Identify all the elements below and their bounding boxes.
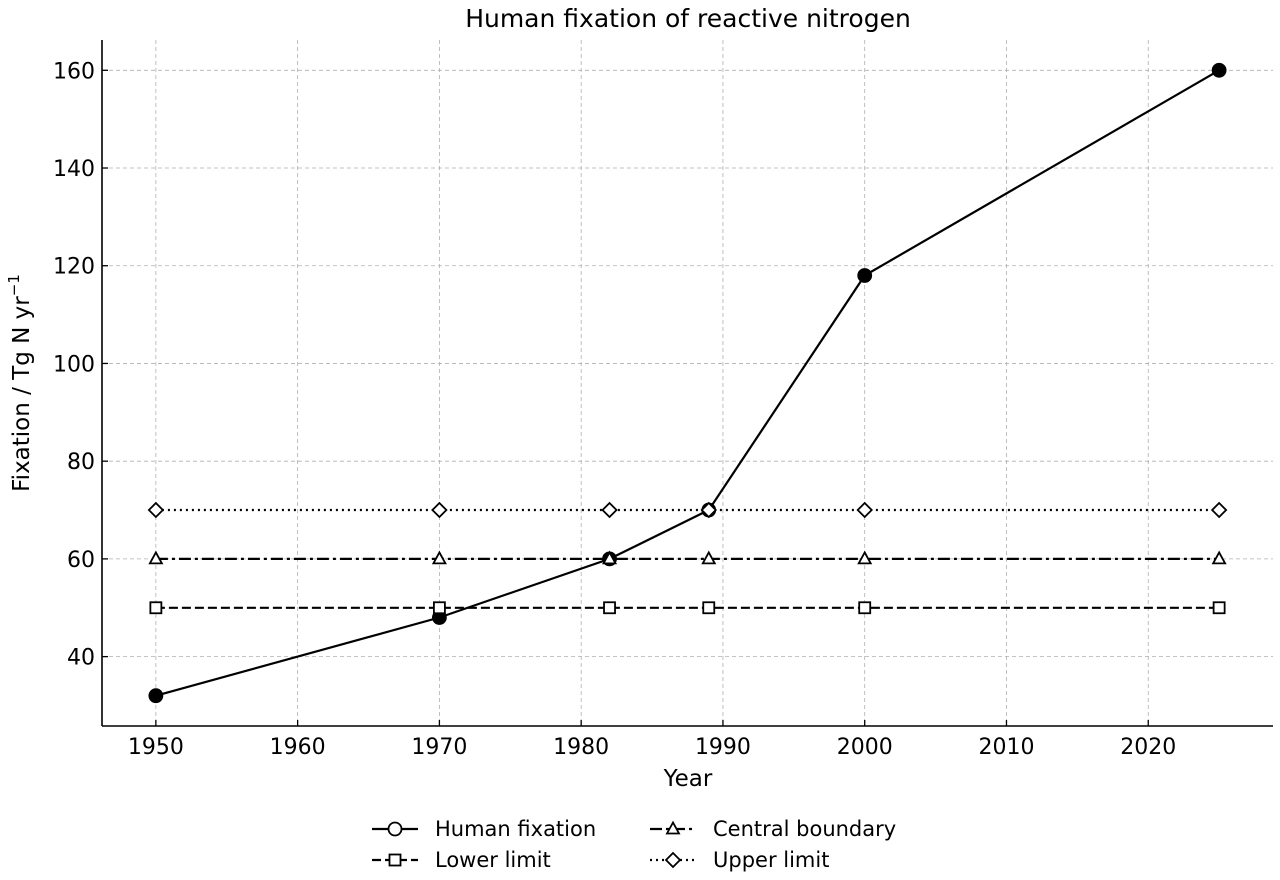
point-lower-limit-1989 [702,601,716,615]
point-upper-limit-1982 [601,501,618,519]
point-upper-limit-1950 [147,501,165,519]
y-axis-title-exponent: −1 [5,274,23,296]
axes [101,40,1273,727]
legend-label-lower-limit: Lower limit [435,848,551,872]
y-tick-label-40: 40 [67,646,95,671]
legend-label-central-boundary: Central boundary [713,817,896,841]
point-lower-limit-1970 [433,601,446,615]
y-tick-label-120: 120 [53,255,95,280]
point-human-fixation-1950 [148,688,164,704]
x-tick-label-2010: 2010 [978,735,1034,760]
legend-marker-upper-limit [664,851,682,869]
chart-title: Human fixation of reactive nitrogen [465,4,911,33]
y-tick-label-80: 80 [67,450,95,475]
point-upper-limit-2000 [856,501,873,519]
x-tick-label-1960: 1960 [270,735,326,760]
y-axis-title: Fixation / Tg N yr−1 [5,274,35,492]
point-central-boundary-2025 [1211,550,1227,565]
legend: Human fixation Lower limit Central boundar… [372,817,896,872]
tick-labels: 1950 1960 1970 1980 1990 2000 2010 2020 40 60 80 10… [53,59,1176,760]
y-tick-label-60: 60 [67,548,95,573]
point-central-boundary-1970 [431,550,447,565]
x-tick-label-2020: 2020 [1120,735,1176,760]
x-tick-label-1980: 1980 [553,735,609,760]
point-human-fixation-2025 [1211,62,1227,78]
point-central-boundary-2000 [857,550,873,565]
x-axis-title: Year [663,766,713,792]
point-upper-limit-1989 [700,501,718,519]
point-human-fixation-2000 [857,268,873,283]
y-axis-title-main: Fixation / Tg N yr [9,296,35,492]
x-tick-label-1950: 1950 [128,735,184,760]
series-line-human-fixation [155,69,1220,697]
legend-label-human-fixation: Human fixation [435,817,596,841]
y-tick-label-100: 100 [53,352,95,377]
y-tick-label-140: 140 [53,157,95,182]
point-central-boundary-1989 [701,550,717,565]
point-lower-limit-1982 [603,601,616,615]
legend-marker-central-boundary [665,820,681,835]
x-tick-label-1990: 1990 [695,735,751,760]
point-central-boundary-1950 [148,550,164,565]
point-central-boundary-1982 [602,550,618,565]
point-lower-limit-2000 [858,601,872,615]
series-markers [147,62,1228,704]
y-tick-label-160: 160 [53,59,95,84]
x-tick-label-2000: 2000 [837,735,893,760]
legend-marker-human-fixation [387,821,403,837]
point-upper-limit-1970 [431,501,448,519]
series-lines [155,69,1220,697]
legend-label-upper-limit: Upper limit [713,848,829,872]
x-tick-label-1970: 1970 [411,735,467,760]
point-lower-limit-2025 [1212,601,1226,615]
point-upper-limit-2025 [1210,501,1228,519]
legend-marker-lower-limit [388,853,402,867]
point-lower-limit-1950 [149,601,163,615]
